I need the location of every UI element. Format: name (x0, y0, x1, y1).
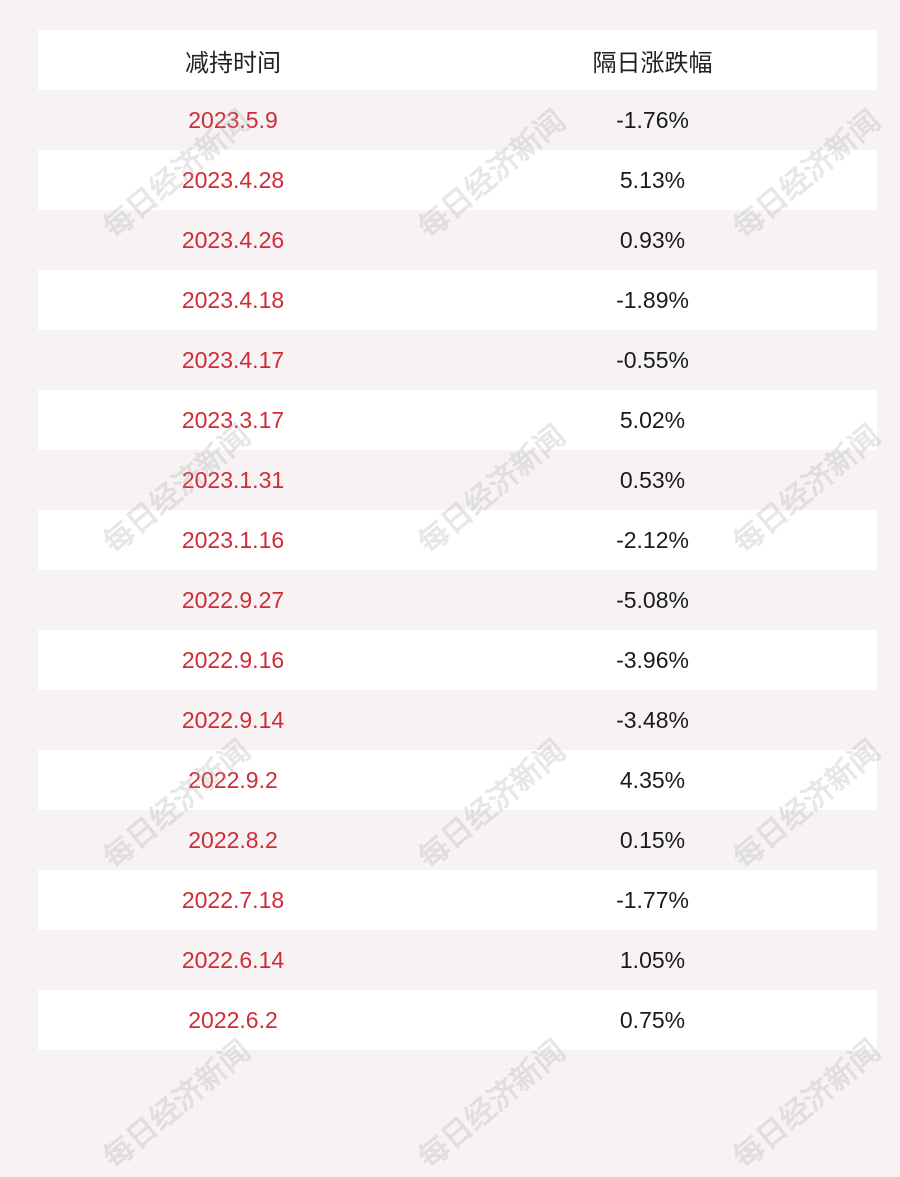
change-cell: -1.76% (616, 106, 689, 133)
table-row: 2023.1.16 -2.12% (38, 510, 877, 570)
change-cell: -1.89% (616, 286, 689, 313)
page: 减持时间 隔日涨跌幅 2023.5.9 -1.76% 2023.4.28 5.13% 2… (38, 30, 887, 1176)
table-row: 2023.5.9 -1.76% (38, 90, 877, 150)
date-cell: 2022.6.2 (188, 1006, 278, 1033)
change-cell: -5.08% (616, 586, 689, 613)
change-cell: 0.53% (619, 466, 686, 493)
change-cell: -2.12% (616, 526, 689, 553)
date-cell: 2022.9.2 (188, 766, 278, 793)
table-row: 2022.6.14 1.05% (38, 930, 877, 990)
date-cell: 2023.4.17 (181, 346, 285, 373)
date-cell: 2022.9.14 (181, 706, 285, 733)
table-row: 2022.9.16 -3.96% (38, 630, 877, 690)
change-cell: 5.13% (619, 166, 686, 193)
change-cell: 0.15% (619, 826, 686, 853)
date-cell: 2023.5.9 (188, 106, 278, 133)
change-cell: 4.35% (619, 766, 686, 793)
change-cell: 0.75% (619, 1006, 686, 1033)
table: 减持时间 隔日涨跌幅 2023.5.9 -1.76% 2023.4.28 5.13% 2… (38, 30, 877, 1050)
table-row: 2023.4.26 0.93% (38, 210, 877, 270)
date-cell: 2023.1.16 (181, 526, 285, 553)
header-cell: 隔日涨跌幅 (592, 49, 713, 77)
date-cell: 2022.8.2 (188, 826, 278, 853)
table-row: 2022.7.18 -1.77% (38, 870, 877, 930)
table-row: 2023.4.28 5.13% (38, 150, 877, 210)
date-cell: 2022.9.16 (181, 646, 285, 673)
change-cell: 1.05% (619, 946, 686, 973)
date-cell: 2023.4.28 (181, 166, 285, 193)
change-cell: 0.93% (619, 226, 686, 253)
table-row: 2023.3.17 5.02% (38, 390, 877, 450)
header-cell: 减持时间 (185, 49, 281, 77)
table-row: 2023.4.17 -0.55% (38, 330, 877, 390)
table-row: 2023.4.18 -1.89% (38, 270, 877, 330)
date-cell: 2022.6.14 (181, 946, 285, 973)
header-row: 减持时间 隔日涨跌幅 (38, 30, 877, 90)
change-cell: -3.48% (616, 706, 689, 733)
change-cell: -3.96% (616, 646, 689, 673)
table-row: 2022.9.2 4.35% (38, 750, 877, 810)
table-row: 2023.1.31 0.53% (38, 450, 877, 510)
table-row: 2022.9.27 -5.08% (38, 570, 877, 630)
table-row: 2022.6.2 0.75% (38, 990, 877, 1050)
date-cell: 2022.9.27 (181, 586, 285, 613)
table-row: 2022.8.2 0.15% (38, 810, 877, 870)
date-cell: 2023.4.26 (181, 226, 285, 253)
date-cell: 2023.1.31 (181, 466, 285, 493)
change-cell: -0.55% (616, 346, 689, 373)
date-cell: 2023.3.17 (181, 406, 285, 433)
change-cell: 5.02% (619, 406, 686, 433)
table-row: 2022.9.14 -3.48% (38, 690, 877, 750)
date-cell: 2022.7.18 (181, 886, 285, 913)
change-cell: -1.77% (616, 886, 689, 913)
date-cell: 2023.4.18 (181, 286, 285, 313)
